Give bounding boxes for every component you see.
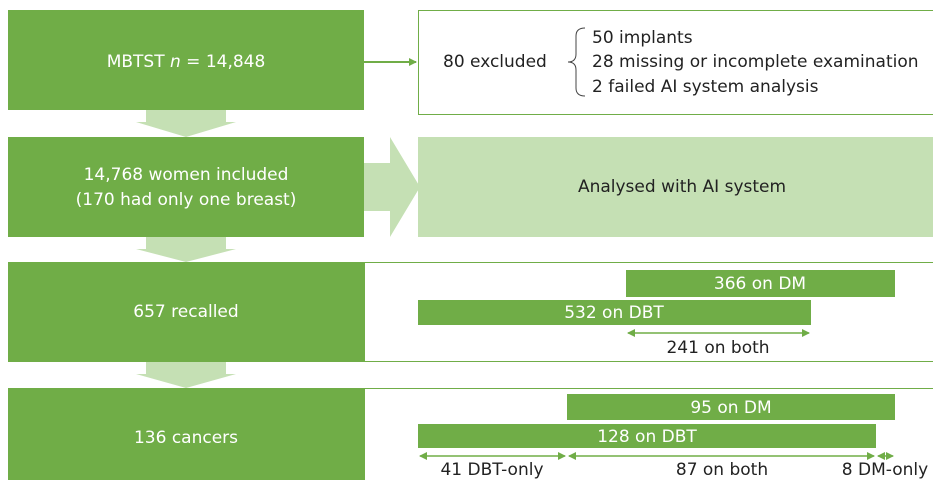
bar-label: 95 on DM [690,398,771,418]
step-box [8,388,364,480]
dbt-bar [418,424,876,448]
down-arrow [136,362,236,388]
row-box [364,262,933,362]
analysis-label: Analysed with AI system [578,177,786,197]
step-label: 14,768 women included [84,165,289,185]
reason: 50 implants [592,28,693,48]
down-arrow [136,237,236,262]
span-label: 87 on both [676,460,768,480]
step-box [8,10,364,110]
span-label: 41 DBT-only [440,460,543,480]
step-box [8,137,364,237]
down-arrow [136,110,236,137]
step-label: 657 recalled [133,302,238,322]
exclusion-label: 80 excluded [443,52,547,72]
bar-label: 532 on DBT [564,303,664,323]
analysis-box [418,137,933,237]
brace [567,27,586,97]
bar-label: 128 on DBT [597,427,697,447]
step-label: MBTST n = 14,848 [107,52,266,72]
right-arrow [364,137,420,237]
dbt-bar [418,300,811,325]
bar-label: 366 on DM [714,274,806,294]
exclusion-box [418,10,933,115]
row-box [364,388,933,480]
dm-bar [567,394,895,420]
step-label: (170 had only one breast) [76,190,297,210]
span-label: 241 on both [666,338,769,358]
step-box [8,262,364,362]
span-label: 8 DM-only [842,460,928,480]
dm-bar [626,270,895,297]
step-label: 136 cancers [134,428,238,448]
text: MBTST [107,52,170,72]
reason: 2 failed AI system analysis [592,77,819,97]
reason: 28 missing or incomplete examination [592,52,919,72]
text: n [170,52,181,72]
text: = 14,848 [181,52,266,72]
